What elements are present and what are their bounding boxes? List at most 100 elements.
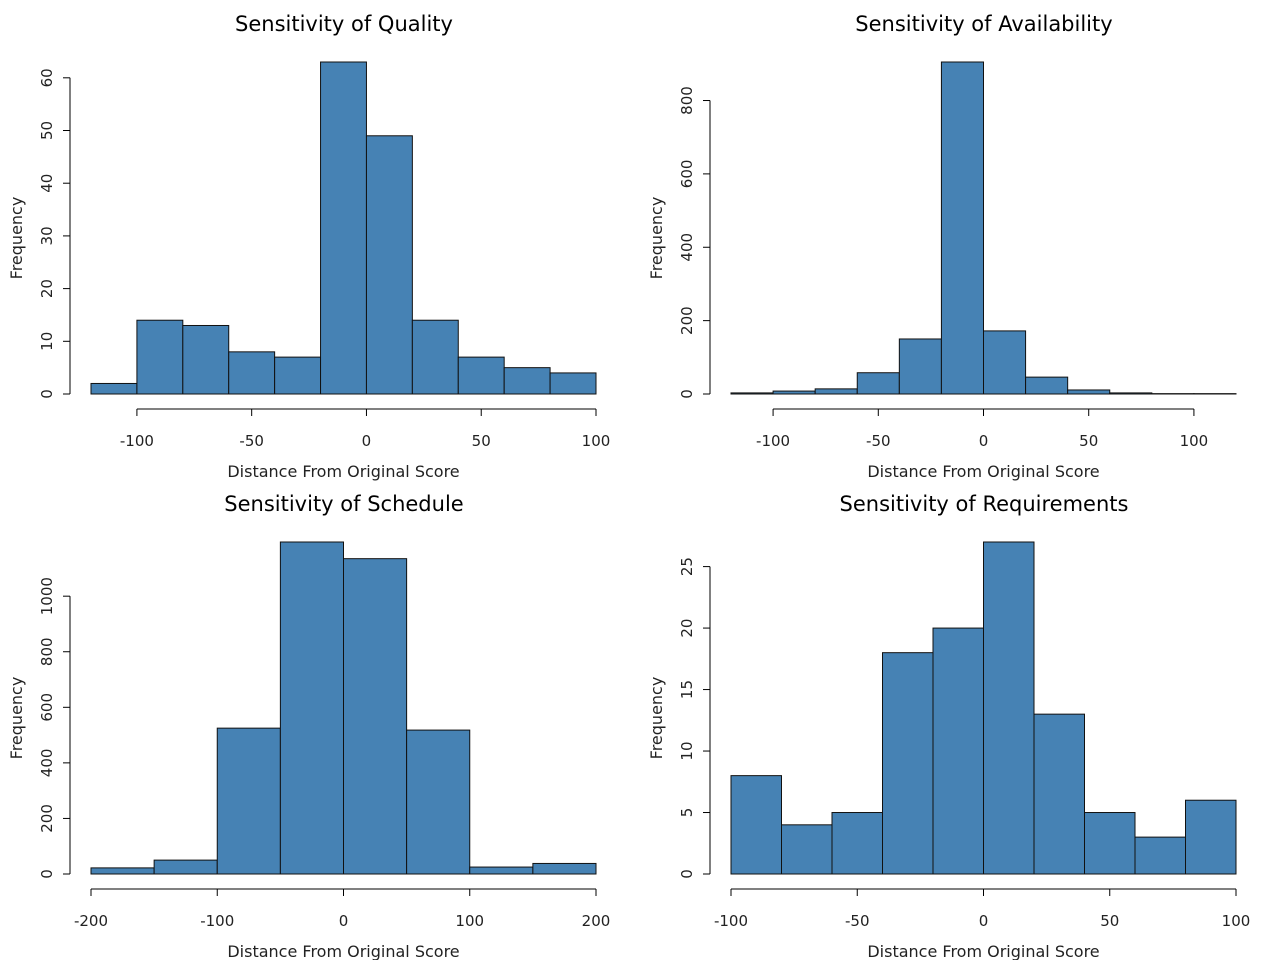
y-axis-label: Frequency <box>7 197 26 280</box>
x-axis-label: Distance From Original Score <box>227 942 459 960</box>
histogram-bar <box>730 392 774 395</box>
histogram-bar <box>90 867 155 875</box>
histogram-bar <box>274 356 322 395</box>
x-tick-label: 50 <box>1079 432 1098 450</box>
y-tick-label: 0 <box>38 869 56 879</box>
y-axis-label: Frequency <box>647 197 666 280</box>
y-tick-label: 40 <box>38 174 56 193</box>
histogram-bar <box>1084 812 1136 875</box>
chart-panel-1: Sensitivity of Quality-100 -50 0 50 100Dista… <box>7 12 610 481</box>
y-tick-label: 0 <box>678 869 696 879</box>
histogram-bar <box>1067 389 1111 395</box>
histogram-bar <box>831 812 883 875</box>
chart-title: Sensitivity of Availability <box>855 12 1112 36</box>
histogram-bar <box>228 351 276 395</box>
y-tick-label: 20 <box>678 619 696 638</box>
x-tick-label: -50 <box>239 432 264 450</box>
x-tick-label: 100 <box>1180 432 1209 450</box>
x-tick-label: 0 <box>362 432 372 450</box>
x-tick-label: 50 <box>1100 912 1119 930</box>
y-tick-label: 25 <box>678 557 696 576</box>
x-tick-label: 50 <box>472 432 491 450</box>
x-axis-label: Distance From Original Score <box>867 942 1099 960</box>
x-axis-label: Distance From Original Score <box>227 462 459 481</box>
histogram-bar <box>983 541 1035 875</box>
histogram-bar <box>503 367 551 395</box>
chart-panel-3: Sensitivity of Schedule -200 -100 0 100 200 Di… <box>7 492 610 960</box>
histogram-bar <box>781 824 833 875</box>
histogram-bar <box>216 727 281 875</box>
histogram-bar <box>136 319 184 395</box>
y-tick-label: 200 <box>678 306 696 335</box>
y-tick-label: 600 <box>678 160 696 189</box>
histogram-bar <box>1025 376 1069 395</box>
y-tick-label: 400 <box>38 749 56 778</box>
x-tick-label: 0 <box>979 912 989 930</box>
y-tick-label: 0 <box>38 389 56 399</box>
histogram-bar <box>469 866 534 875</box>
histogram-bar <box>1134 836 1186 875</box>
x-tick-label: -100 <box>120 432 154 450</box>
y-tick-label: 15 <box>678 680 696 699</box>
y-tick-label: 200 <box>38 804 56 833</box>
histogram-bar <box>814 388 858 395</box>
x-tick-label: 200 <box>582 912 611 930</box>
histogram-bar <box>898 338 942 395</box>
x-tick-label: -50 <box>845 912 870 930</box>
histogram-bar <box>532 862 597 875</box>
histogram-bar <box>457 356 505 395</box>
x-tick-label: 0 <box>979 432 989 450</box>
histogram-bar <box>730 775 782 875</box>
y-tick-label: 5 <box>678 808 696 818</box>
y-tick-label: 600 <box>38 693 56 722</box>
histogram-bar <box>1033 713 1085 875</box>
y-tick-label: 0 <box>678 389 696 399</box>
histogram-bar <box>182 324 230 395</box>
histogram-bar <box>1185 799 1237 875</box>
histogram-bar <box>940 61 985 395</box>
y-tick-label: 60 <box>38 68 56 87</box>
histogram-bar <box>882 652 934 875</box>
x-tick-label: -100 <box>756 432 790 450</box>
x-tick-label: -50 <box>866 432 891 450</box>
histogram-bar <box>365 135 413 395</box>
x-tick-label: -100 <box>200 912 234 930</box>
y-tick-label: 1000 <box>38 577 56 615</box>
x-tick-label: 100 <box>582 432 611 450</box>
y-tick-label: 10 <box>38 332 56 351</box>
histogram-bar <box>90 382 138 395</box>
histogram-bar <box>320 61 367 395</box>
chart-title: Sensitivity of Requirements <box>840 492 1129 516</box>
histogram-bar <box>343 558 408 875</box>
y-tick-label: 50 <box>38 121 56 140</box>
x-tick-label: 0 <box>339 912 349 930</box>
x-axis-label: Distance From Original Score <box>867 462 1099 481</box>
chart-title: Sensitivity of Quality <box>235 12 453 36</box>
y-tick-label: 800 <box>678 86 696 115</box>
y-axis-label: Frequency <box>7 677 26 760</box>
histogram-bar <box>932 627 984 875</box>
chart-panel-2: Sensitivity of Availability -100 -50 0 50 100… <box>647 12 1237 481</box>
histogram-bar <box>411 319 459 395</box>
histogram-bar <box>549 372 597 395</box>
chart-panel-4: Sensitivity of Requirements-100 -50 0 50 100… <box>647 492 1250 960</box>
histogram-bar <box>279 541 344 875</box>
y-tick-label: 30 <box>38 226 56 245</box>
x-tick-label: -100 <box>714 912 748 930</box>
y-tick-label: 800 <box>38 637 56 666</box>
y-tick-label: 400 <box>678 233 696 262</box>
histogram-bar <box>772 390 816 395</box>
y-axis-label: Frequency <box>647 677 666 760</box>
y-tick-label: 10 <box>678 741 696 760</box>
histogram-bar <box>1109 392 1153 395</box>
histogram-bar <box>983 330 1027 395</box>
x-tick-label: -200 <box>74 912 108 930</box>
x-tick-label: 100 <box>1222 912 1251 930</box>
chart-title: Sensitivity of Schedule <box>224 492 463 516</box>
histogram-bar <box>856 372 900 395</box>
histogram-bar <box>153 859 218 875</box>
histogram-bar <box>406 729 471 875</box>
y-tick-label: 20 <box>38 279 56 298</box>
x-tick-label: 100 <box>455 912 484 930</box>
